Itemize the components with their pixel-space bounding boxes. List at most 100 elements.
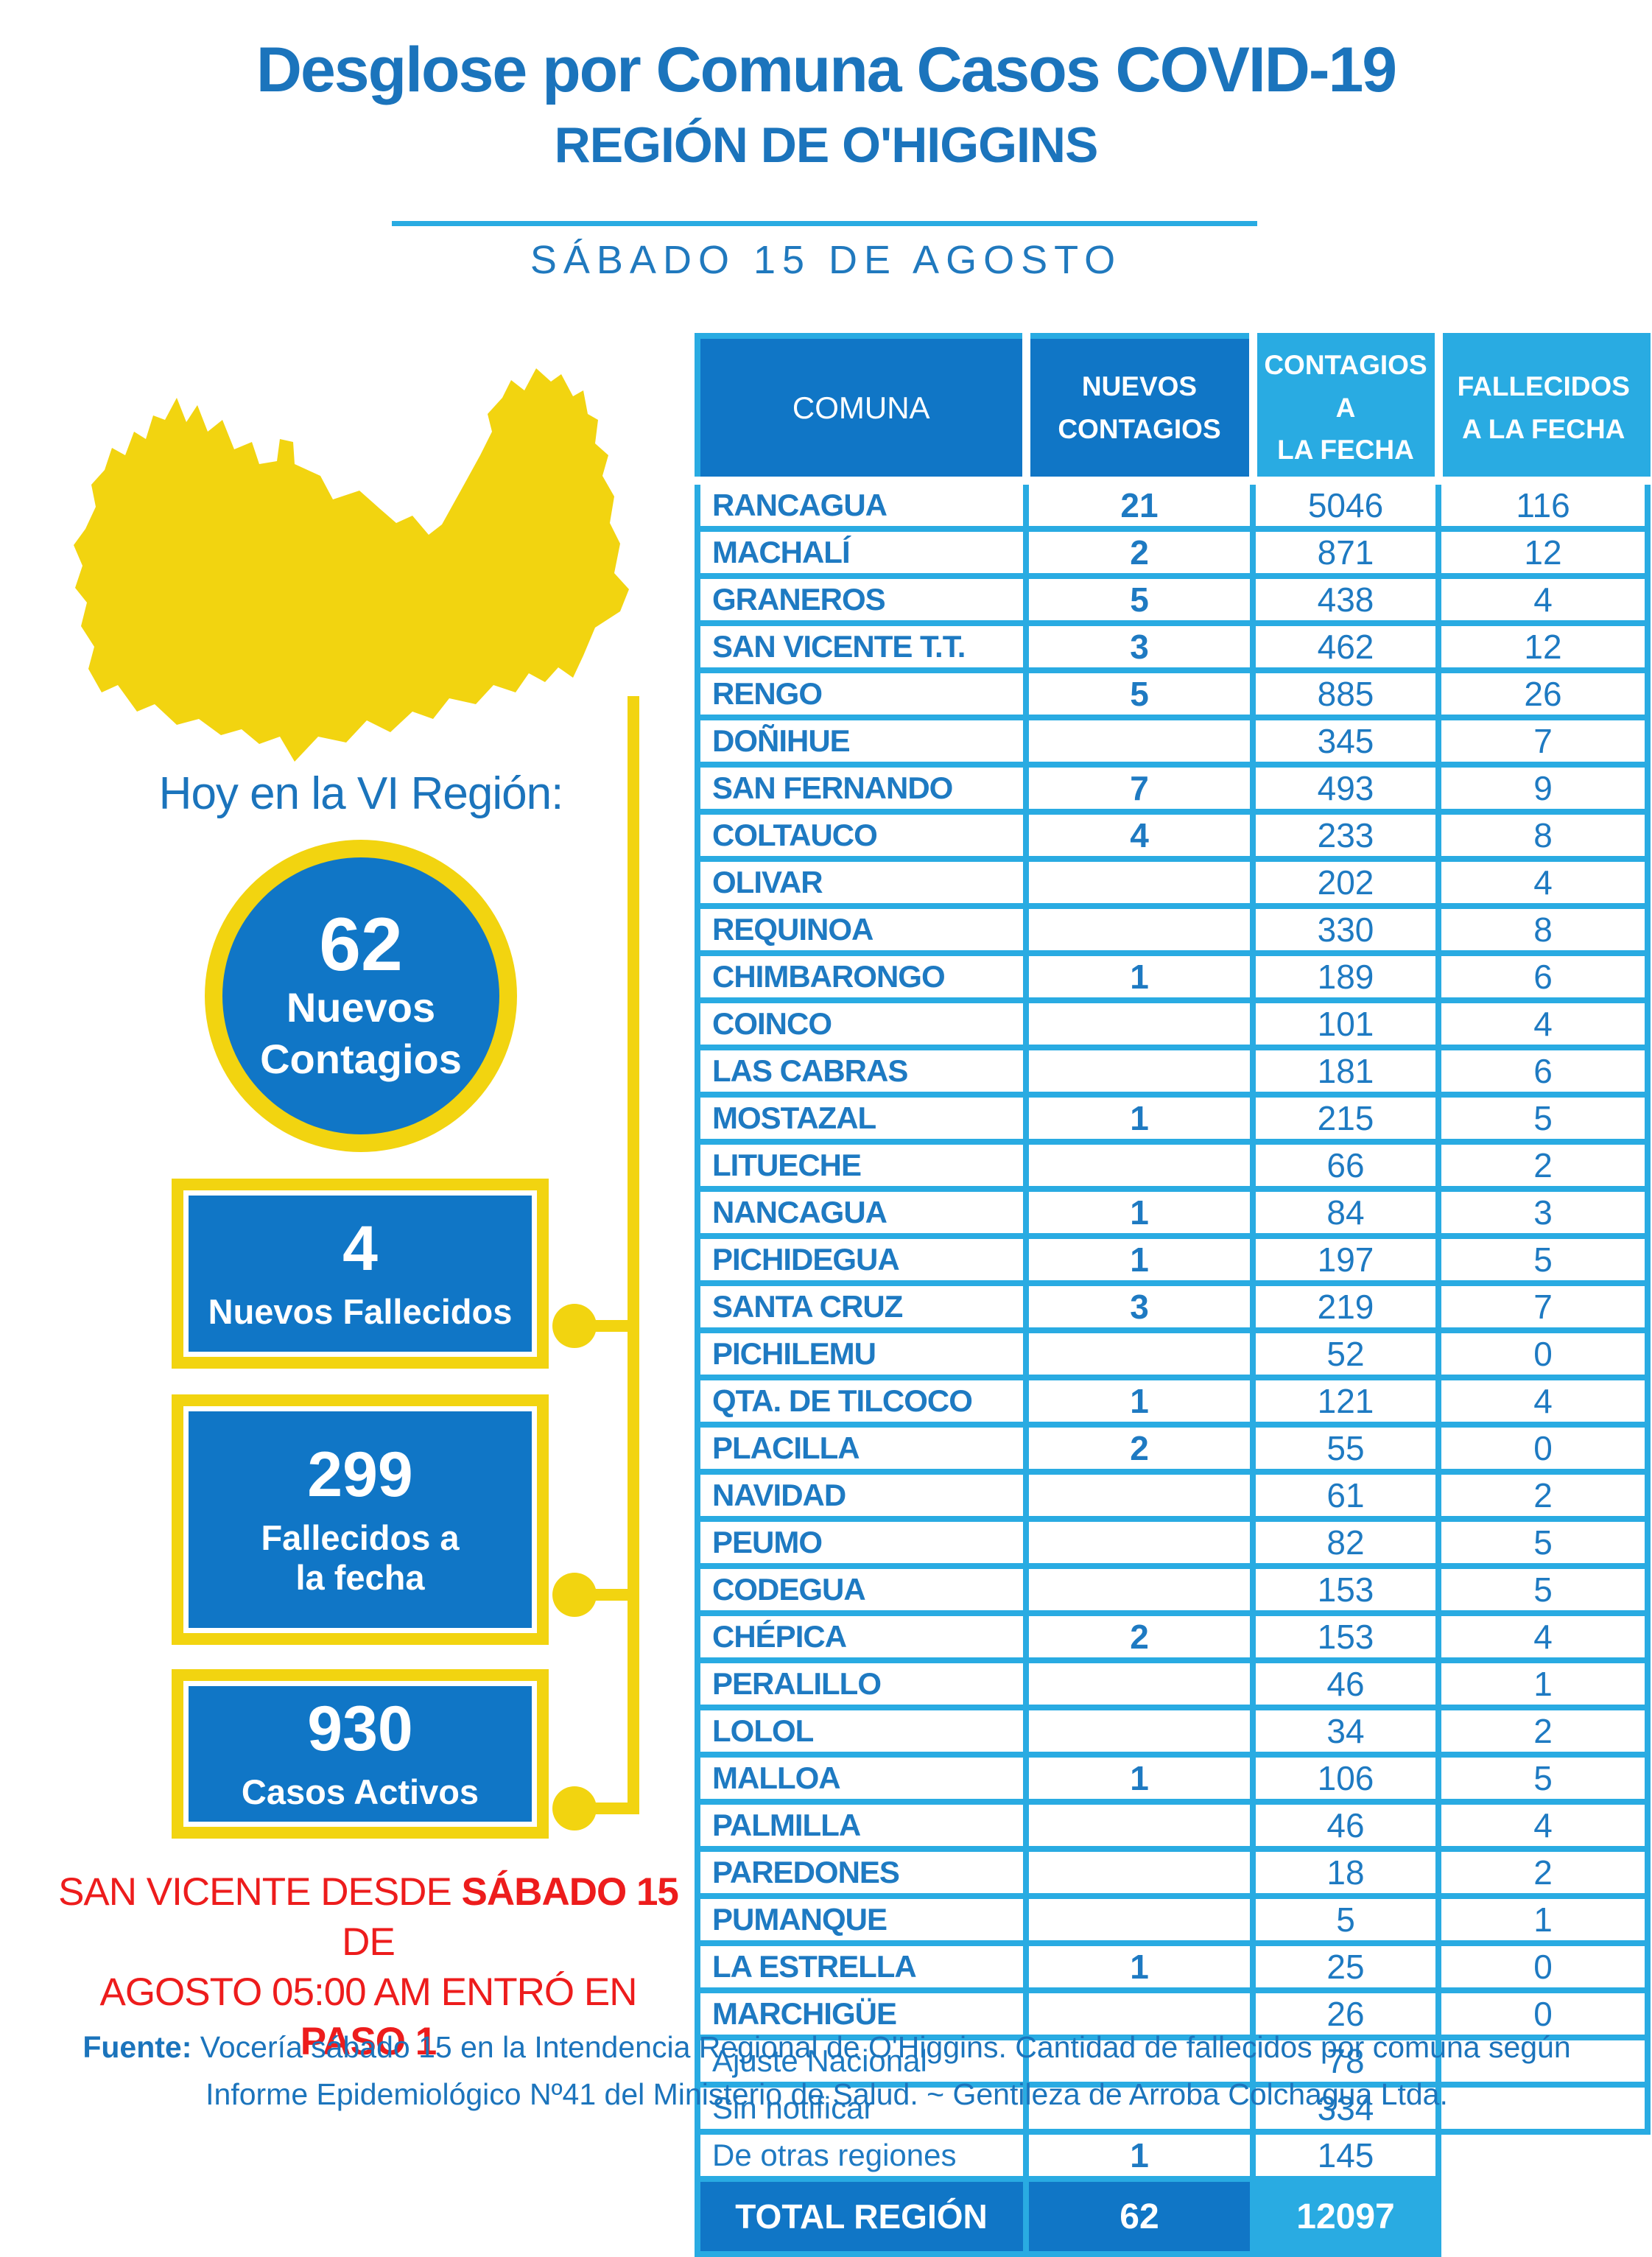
- comuna-cell: CHIMBARONGO: [695, 950, 1029, 1003]
- table-row: LAS CABRAS 181 6: [695, 1045, 1651, 1098]
- fallecidos-fecha-cell: 0: [1435, 1422, 1651, 1475]
- comuna-cell: PALMILLA: [695, 1799, 1029, 1852]
- table-row: PICHIDEGUA 1 197 5: [695, 1233, 1651, 1286]
- connector-dot-1: [552, 1304, 597, 1348]
- table-row: Ajuste Nacional 78: [695, 2035, 1651, 2088]
- fallecidos-fecha-cell: 5: [1435, 1516, 1651, 1569]
- table-row: Sin notificar 334: [695, 2082, 1651, 2135]
- alert-line2: AGOSTO 05:00 AM ENTRÓ EN PASO 1: [99, 1970, 637, 2064]
- nuevos-contagios-cell: 3: [1023, 1280, 1256, 1333]
- comuna-cell: RANCAGUA: [695, 477, 1029, 532]
- nuevos-contagios-cell: 2: [1023, 1610, 1256, 1663]
- nuevos-contagios-cell: [1023, 856, 1256, 909]
- comuna-cell: CODEGUA: [695, 1563, 1029, 1616]
- total-label-cell: TOTAL REGIÓN: [695, 2176, 1029, 2257]
- table-row: RANCAGUA 21 5046 116: [695, 477, 1651, 532]
- total-deaths-label-line1: Fallecidos a: [261, 1518, 460, 1558]
- nuevos-contagios-cell: 1: [1023, 1092, 1256, 1145]
- empty-cell: [1438, 2132, 1648, 2179]
- contagios-fecha-cell: 55: [1250, 1422, 1441, 1475]
- new-cases-label-line2: Contagios: [260, 1036, 462, 1082]
- nuevos-contagios-cell: 1: [1023, 2129, 1256, 2182]
- contagios-fecha-cell: 34: [1250, 1705, 1441, 1758]
- nuevos-contagios-cell: 1: [1023, 1940, 1256, 1993]
- total-nuevos-cell: 62: [1023, 2176, 1256, 2257]
- table-row: REQUINOA 330 8: [695, 903, 1651, 956]
- nuevos-contagios-cell: 5: [1023, 573, 1256, 626]
- comuna-cell: PAREDONES: [695, 1846, 1029, 1899]
- nuevos-contagios-cell: [1023, 1516, 1256, 1569]
- table-row: SANTA CRUZ 3 219 7: [695, 1280, 1651, 1333]
- fallecidos-fecha-cell: 5: [1435, 1233, 1651, 1286]
- comuna-cell: PUMANQUE: [695, 1893, 1029, 1946]
- source-line2: Informe Epidemiológico Nº41 del Minister…: [205, 2077, 1448, 2111]
- table-row: MARCHIGÜE 26 0: [695, 1987, 1651, 2040]
- nuevos-contagios-cell: [1023, 2035, 1256, 2088]
- header-nuevos-contagios: NUEVOS CONTAGIOS: [1022, 333, 1257, 485]
- header-divider: [392, 221, 1257, 226]
- total-deaths-label-line2: la fecha: [295, 1558, 425, 1598]
- today-heading: Hoy en la VI Región:: [158, 768, 564, 819]
- table-row: PERALILLO 46 1: [695, 1657, 1651, 1710]
- contagios-fecha-cell: 153: [1250, 1563, 1441, 1616]
- comuna-cell: COLTAUCO: [695, 809, 1029, 862]
- contagios-fecha-cell: 202: [1250, 856, 1441, 909]
- contagios-fecha-cell: 106: [1250, 1752, 1441, 1805]
- table-row: MOSTAZAL 1 215 5: [695, 1092, 1651, 1145]
- table-row: De otras regiones 1 145: [695, 2129, 1648, 2182]
- table-row: PLACILLA 2 55 0: [695, 1422, 1651, 1475]
- fallecidos-fecha-cell: 1: [1435, 1657, 1651, 1710]
- fallecidos-fecha-cell: 5: [1435, 1563, 1651, 1616]
- contagios-fecha-cell: 871: [1250, 526, 1441, 579]
- contagios-fecha-cell: 52: [1250, 1327, 1441, 1380]
- nuevos-contagios-cell: 1: [1023, 1233, 1256, 1286]
- comuna-cell: QTA. DE TILCOCO: [695, 1375, 1029, 1428]
- table-row: MALLOA 1 106 5: [695, 1752, 1651, 1805]
- nuevos-contagios-cell: 7: [1023, 762, 1256, 815]
- table-row: NANCAGUA 1 84 3: [695, 1186, 1651, 1239]
- active-cases-label: Casos Activos: [241, 1772, 479, 1812]
- fallecidos-fecha-cell: 5: [1435, 1752, 1651, 1805]
- table-header-row: COMUNA NUEVOS CONTAGIOS CONTAGIOS A LA FEC…: [695, 333, 1651, 485]
- contagios-fecha-cell: 197: [1250, 1233, 1441, 1286]
- fallecidos-fecha-cell: 12: [1435, 526, 1651, 579]
- table-row: CHÉPICA 2 153 4: [695, 1610, 1651, 1663]
- comuna-cell: RENGO: [695, 667, 1029, 720]
- contagios-fecha-cell: 66: [1250, 1139, 1441, 1192]
- contagios-fecha-cell: 46: [1250, 1657, 1441, 1710]
- contagios-fecha-cell: 885: [1250, 667, 1441, 720]
- header-fallecidos-fecha: FALLECIDOS A LA FECHA: [1434, 333, 1651, 485]
- fallecidos-fecha-cell: 0: [1435, 1987, 1651, 2040]
- comuna-cell: Sin notificar: [695, 2082, 1029, 2135]
- table-row: NAVIDAD 61 2: [695, 1469, 1651, 1522]
- comuna-cell: MOSTAZAL: [695, 1092, 1029, 1145]
- comuna-cell: REQUINOA: [695, 903, 1029, 956]
- nuevos-contagios-cell: 1: [1023, 1375, 1256, 1428]
- comuna-cell: MARCHIGÜE: [695, 1987, 1029, 2040]
- table-body: RANCAGUA 21 5046 116 MACHALÍ 2 871 12 GRANEROS 5 4…: [695, 477, 1651, 2257]
- fallecidos-fecha-cell: 8: [1435, 903, 1651, 956]
- page-title: Desglose por Comuna Casos COVID-19: [256, 35, 1397, 105]
- fallecidos-fecha-cell: 5: [1435, 1092, 1651, 1145]
- alert-line1: SAN VICENTE DESDE SÁBADO 15 DE: [58, 1870, 679, 1964]
- contagios-fecha-cell: 84: [1250, 1186, 1441, 1239]
- new-deaths-label: Nuevos Fallecidos: [208, 1292, 513, 1332]
- contagios-fecha-cell: 145: [1250, 2129, 1441, 2182]
- comuna-cell: LA ESTRELLA: [695, 1940, 1029, 1993]
- contagios-fecha-cell: 5046: [1250, 477, 1441, 532]
- header: Desglose por Comuna Casos COVID-19 REGIÓ…: [0, 37, 1652, 174]
- fallecidos-fecha-cell: 2: [1435, 1705, 1651, 1758]
- new-deaths-box: 4 Nuevos Fallecidos: [172, 1179, 549, 1369]
- table-total-row: TOTAL REGIÓN 62 12097: [695, 2176, 1648, 2257]
- empty-cell: [1438, 2179, 1648, 2254]
- nuevos-contagios-cell: 1: [1023, 1186, 1256, 1239]
- connector-dot-3: [552, 1786, 597, 1830]
- comuna-cell: MALLOA: [695, 1752, 1029, 1805]
- nuevos-contagios-cell: 5: [1023, 667, 1256, 720]
- contagios-fecha-cell: 219: [1250, 1280, 1441, 1333]
- fallecidos-fecha-cell: 26: [1435, 667, 1651, 720]
- fallecidos-fecha-cell: 3: [1435, 1186, 1651, 1239]
- nuevos-contagios-cell: 4: [1023, 809, 1256, 862]
- contagios-fecha-cell: 26: [1250, 1987, 1441, 2040]
- comuna-cell: LOLOL: [695, 1705, 1029, 1758]
